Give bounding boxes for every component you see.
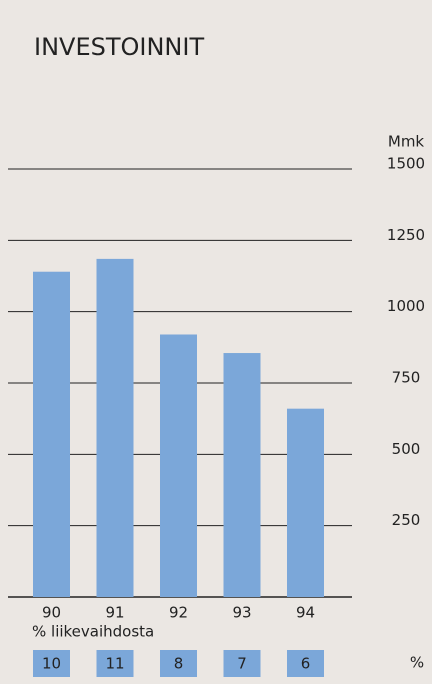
percent-value: 8 [174, 655, 184, 673]
percent-label: % liikevaihdosta [32, 623, 154, 641]
percent-value: 10 [42, 655, 61, 673]
y-tick-label: 750 [392, 369, 421, 387]
bar [287, 408, 324, 597]
x-tick-label: 94 [296, 604, 315, 622]
x-tick-label: 92 [169, 604, 188, 622]
percent-box [287, 650, 324, 677]
x-tick-label: 90 [42, 604, 61, 622]
percent-box [223, 650, 261, 677]
bar [223, 353, 261, 597]
y-tick-label: 250 [392, 511, 421, 529]
percent-value: 7 [237, 655, 247, 673]
percent-value: 11 [105, 655, 124, 673]
chart-title: INVESTOINNIT [34, 33, 204, 61]
percent-value: 6 [301, 655, 311, 673]
percent-unit: % [410, 654, 424, 672]
y-tick-label: 1250 [387, 226, 425, 244]
x-tick-label: 91 [105, 604, 124, 622]
x-tick-label: 93 [232, 604, 251, 622]
bar [160, 334, 197, 597]
y-tick-label: 500 [392, 440, 421, 458]
percent-box [96, 650, 134, 677]
bar [96, 258, 134, 597]
y-tick-label: 1500 [387, 155, 425, 173]
y-axis-label: Mmk [388, 133, 425, 151]
percent-box [33, 650, 70, 677]
y-tick-label: 1000 [387, 297, 425, 315]
bar [33, 271, 70, 597]
percent-box [160, 650, 197, 677]
